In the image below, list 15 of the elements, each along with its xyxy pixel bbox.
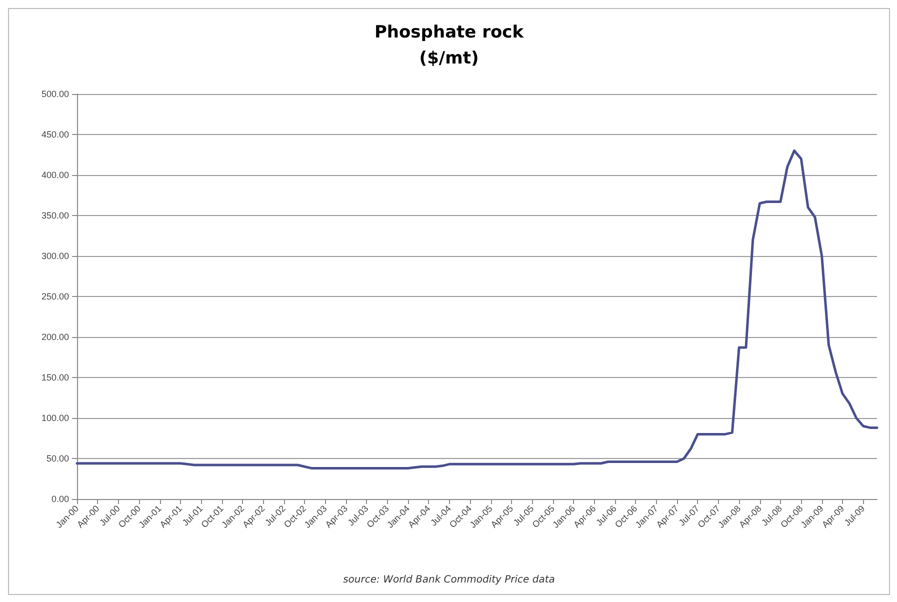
- y-tick-label: 300.00: [41, 251, 69, 261]
- source-note: source: World Bank Commodity Price data: [343, 574, 555, 586]
- y-tick-label: 350.00: [41, 210, 69, 220]
- y-tick-label: 150.00: [41, 372, 69, 382]
- chart-title: Phosphate rock: [374, 22, 524, 42]
- chart-subtitle: ($/mt): [419, 48, 479, 68]
- y-tick-label: 400.00: [41, 170, 69, 180]
- y-tick-label: 100.00: [41, 413, 69, 423]
- y-tick-label: 200.00: [41, 332, 69, 342]
- line-series: [76, 149, 878, 470]
- y-tick-label: 250.00: [41, 292, 69, 302]
- y-tick-label: 500.00: [41, 89, 69, 99]
- y-tick-label: 50.00: [46, 454, 69, 464]
- y-tick-label: 450.00: [41, 130, 69, 140]
- y-tick-label: 0.00: [51, 494, 69, 504]
